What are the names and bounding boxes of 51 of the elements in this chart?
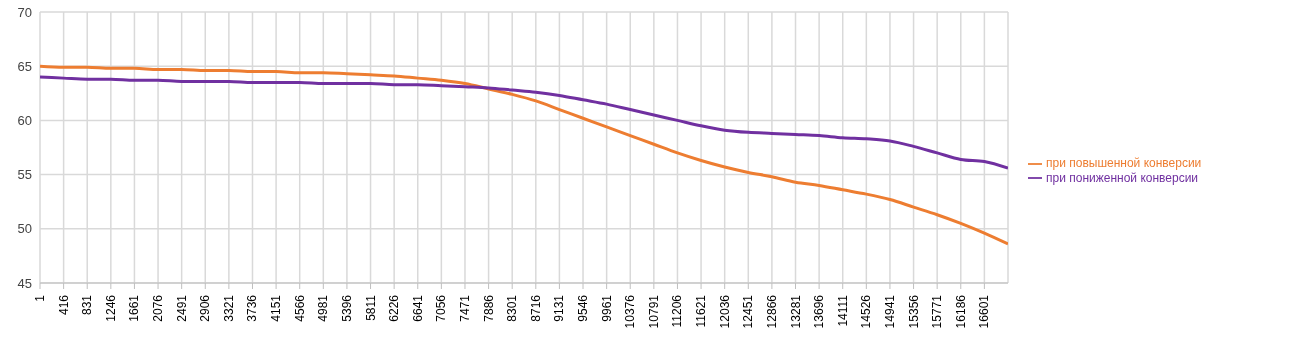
x-tick-label: 16186	[953, 294, 968, 329]
x-tick-label: 3321	[221, 294, 236, 322]
x-tick-label: 2906	[198, 294, 213, 322]
x-tick-label: 12866	[764, 294, 779, 329]
legend-label: при пониженной конверсии	[1046, 170, 1199, 185]
x-tick-label: 6641	[410, 294, 425, 322]
x-tick-label: 5396	[339, 294, 354, 322]
x-tick-label: 15771	[930, 294, 945, 329]
x-tick-label: 14941	[882, 294, 897, 329]
x-tick-label: 9131	[552, 294, 567, 322]
x-tick-label: 4981	[316, 294, 331, 322]
x-tick-label: 13696	[812, 294, 827, 329]
x-tick-label: 1	[33, 294, 47, 302]
y-tick-label: 70	[17, 4, 32, 20]
x-tick-label: 12451	[741, 294, 756, 329]
x-tick-label: 13281	[788, 294, 803, 329]
x-tick-label: 1661	[127, 294, 142, 322]
x-tick-label: 9546	[576, 294, 591, 322]
y-tick-label: 60	[17, 113, 32, 129]
x-tick-label: 8301	[505, 294, 520, 322]
x-tick-label: 11206	[670, 294, 685, 328]
y-tick-label: 55	[17, 167, 32, 183]
x-tick-label: 15356	[906, 294, 921, 329]
x-tick-label: 1246	[103, 294, 118, 322]
y-tick-label: 45	[17, 275, 32, 291]
x-tick-label: 10376	[623, 294, 638, 329]
x-tick-label: 4566	[292, 294, 307, 322]
x-tick-label: 416	[56, 294, 71, 316]
line-series	[40, 75, 1008, 170]
x-tick-label: 3736	[245, 294, 260, 322]
x-tick-label: 7056	[434, 294, 449, 322]
x-tick-label: 10791	[646, 294, 661, 329]
x-tick-label: 7471	[457, 294, 472, 322]
x-tick-label: 5811	[363, 294, 378, 321]
x-tick-label: 16601	[977, 294, 992, 329]
y-tick-label: 65	[17, 58, 32, 74]
x-tick-label: 14111	[835, 294, 850, 327]
x-tick-label: 831	[80, 294, 95, 316]
x-tick-label: 9961	[599, 294, 614, 322]
y-tick-label: 50	[17, 221, 32, 237]
x-tick-label: 7886	[481, 294, 496, 322]
x-tick-label: 12036	[717, 294, 732, 329]
x-tick-label: 14526	[859, 294, 874, 329]
x-tick-label: 11621	[694, 294, 709, 328]
x-tick-label: 8716	[528, 294, 543, 322]
legend-label: при повышенной конверсии	[1046, 155, 1202, 170]
x-tick-label: 6226	[387, 294, 402, 322]
x-tick-label: 4151	[269, 294, 284, 322]
x-tick-label: 2076	[151, 294, 166, 322]
x-tick-label: 2491	[174, 294, 189, 322]
line-series	[40, 64, 1008, 246]
